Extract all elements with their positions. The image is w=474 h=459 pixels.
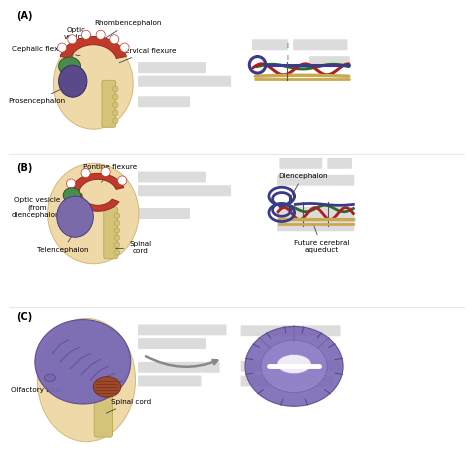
FancyBboxPatch shape [138, 62, 206, 73]
Ellipse shape [261, 340, 327, 392]
Circle shape [112, 86, 118, 92]
Ellipse shape [57, 196, 93, 237]
FancyBboxPatch shape [277, 220, 354, 231]
Circle shape [114, 242, 120, 248]
FancyBboxPatch shape [138, 208, 190, 219]
Ellipse shape [63, 188, 81, 203]
FancyBboxPatch shape [104, 207, 118, 259]
Text: Future cerebral
aqueduct: Future cerebral aqueduct [294, 224, 349, 253]
Text: I: I [286, 43, 288, 49]
FancyBboxPatch shape [241, 325, 340, 336]
Ellipse shape [93, 377, 121, 397]
FancyBboxPatch shape [94, 389, 112, 437]
Text: Prosencephalon: Prosencephalon [9, 84, 72, 104]
Text: Diencephalon: Diencephalon [278, 173, 328, 199]
Ellipse shape [277, 354, 311, 374]
Text: Spinal
cord: Spinal cord [116, 241, 151, 254]
Ellipse shape [245, 326, 343, 406]
Text: Optic vesicle
(from
diencephalon): Optic vesicle (from diencephalon) [11, 196, 70, 218]
Circle shape [81, 168, 90, 178]
Text: (B): (B) [16, 163, 32, 174]
Circle shape [114, 220, 120, 226]
FancyBboxPatch shape [277, 207, 354, 218]
Circle shape [66, 179, 75, 188]
Ellipse shape [35, 319, 131, 404]
FancyBboxPatch shape [293, 39, 347, 50]
FancyBboxPatch shape [277, 175, 354, 186]
Circle shape [112, 118, 118, 123]
Circle shape [114, 235, 120, 241]
Circle shape [114, 213, 120, 218]
FancyBboxPatch shape [252, 39, 288, 50]
Ellipse shape [37, 319, 136, 442]
Polygon shape [71, 174, 124, 194]
Polygon shape [74, 194, 119, 211]
Circle shape [114, 228, 120, 233]
FancyBboxPatch shape [138, 172, 206, 183]
Ellipse shape [54, 38, 133, 129]
Text: Rhombencephalon: Rhombencephalon [95, 20, 162, 40]
Text: Cervical flexure: Cervical flexure [119, 48, 176, 63]
Circle shape [112, 94, 118, 100]
Ellipse shape [59, 57, 81, 75]
Circle shape [57, 43, 67, 52]
FancyBboxPatch shape [102, 80, 116, 127]
Circle shape [118, 176, 127, 185]
FancyBboxPatch shape [138, 362, 219, 373]
FancyBboxPatch shape [138, 96, 190, 107]
Text: Cephalic flexure: Cephalic flexure [12, 46, 80, 56]
Ellipse shape [59, 65, 87, 97]
Circle shape [68, 35, 77, 44]
Text: Pontine flexure: Pontine flexure [83, 164, 137, 182]
Text: (C): (C) [16, 312, 32, 322]
FancyBboxPatch shape [309, 56, 350, 67]
FancyBboxPatch shape [138, 185, 231, 196]
Ellipse shape [45, 374, 55, 381]
FancyBboxPatch shape [138, 325, 227, 336]
Circle shape [120, 43, 129, 52]
Text: Spinal cord: Spinal cord [106, 399, 151, 413]
Text: Optic
vesicle: Optic vesicle [64, 27, 89, 62]
Text: Telencephalon: Telencephalon [37, 232, 89, 253]
Circle shape [112, 102, 118, 108]
FancyBboxPatch shape [138, 76, 231, 87]
Circle shape [82, 30, 91, 39]
Text: (A): (A) [16, 11, 32, 21]
FancyBboxPatch shape [138, 338, 206, 349]
Circle shape [101, 168, 110, 176]
FancyBboxPatch shape [241, 375, 334, 386]
Circle shape [96, 30, 105, 39]
Circle shape [109, 35, 119, 44]
FancyBboxPatch shape [138, 375, 201, 386]
Circle shape [112, 110, 118, 116]
FancyBboxPatch shape [280, 158, 322, 169]
Text: Olfactory bulb: Olfactory bulb [11, 380, 62, 393]
Text: I: I [286, 55, 288, 61]
Circle shape [114, 250, 120, 255]
Ellipse shape [48, 163, 139, 264]
FancyBboxPatch shape [241, 361, 340, 372]
Polygon shape [60, 37, 127, 58]
FancyBboxPatch shape [328, 158, 352, 169]
